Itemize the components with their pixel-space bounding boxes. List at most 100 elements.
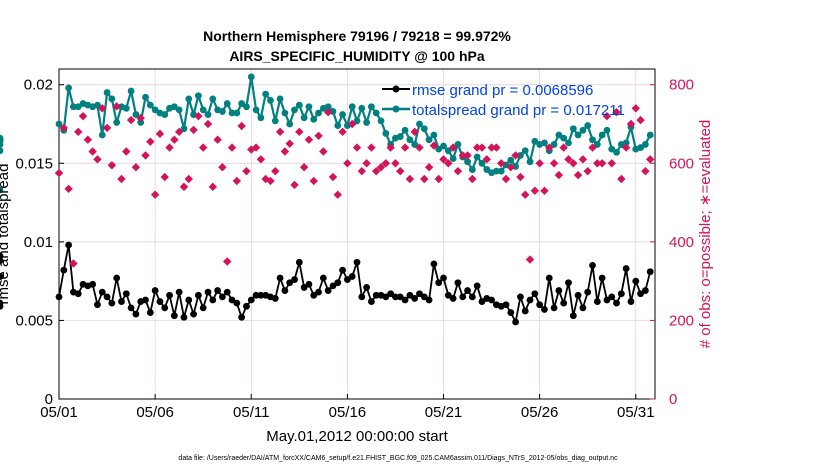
y-right-tick-label: 600 <box>669 155 694 172</box>
evaluated-obs-marker <box>420 174 429 184</box>
evaluated-obs-marker <box>535 159 544 168</box>
totalspread-point <box>74 103 82 111</box>
evaluated-obs-marker <box>146 137 155 146</box>
totalspread-point <box>440 142 447 150</box>
evaluated-obs-marker <box>573 170 583 180</box>
totalspread-point <box>132 111 140 118</box>
evaluated-obs-marker <box>323 108 333 117</box>
rmse-point <box>454 279 462 287</box>
evaluated-obs-marker <box>223 257 232 266</box>
legend-rmse-label: rmse grand pr = 0.0068596 <box>412 82 593 99</box>
totalspread-point <box>0 134 4 142</box>
totalspread-point <box>560 134 568 142</box>
evaluated-obs-marker <box>448 143 458 152</box>
rmse-point <box>411 295 419 302</box>
evaluated-obs-marker <box>242 166 251 176</box>
rmse-point <box>329 282 337 290</box>
y-right-tick-label: 800 <box>669 77 694 94</box>
y-right-tick-label: 0 <box>669 391 677 408</box>
evaluated-obs-marker <box>290 180 299 190</box>
evaluated-obs-marker <box>232 176 242 186</box>
evaluated-obs-marker <box>521 190 530 199</box>
totalspread-point <box>315 109 322 117</box>
chart-title-line-2: AIRS_SPECIFIC_HUMIDITY @ 100 hPa <box>229 48 485 64</box>
totalspread-point <box>613 148 620 156</box>
evaluated-obs-marker <box>194 111 203 121</box>
rmse-point <box>334 279 342 287</box>
evaluated-obs-marker <box>59 123 69 133</box>
rmse-point <box>291 276 298 283</box>
rmse-point <box>569 312 577 320</box>
evaluated-obs-marker <box>141 151 150 160</box>
rmse-point <box>156 298 164 305</box>
rmse-point <box>98 288 106 296</box>
evaluated-obs-marker <box>468 174 477 184</box>
rmse-point <box>617 290 625 298</box>
y-left-tick-label: 0.015 <box>15 155 53 172</box>
x-tick-label: 05/01 <box>40 404 78 421</box>
evaluated-obs-marker <box>645 155 655 164</box>
evaluated-obs-marker <box>295 127 304 137</box>
totalspread-point <box>170 103 178 111</box>
rmse-point <box>65 241 73 249</box>
chart-title-line-1: Northern Hemisphere 79196 / 79218 = 99.9… <box>203 28 511 44</box>
totalspread-point <box>478 159 486 167</box>
evaluated-obs-marker <box>88 147 97 156</box>
rmse-point <box>545 274 553 282</box>
evaluated-obs-marker <box>444 159 453 168</box>
rmse-point <box>339 266 346 274</box>
totalspread-point <box>127 87 135 95</box>
totalspread-point <box>574 131 582 139</box>
rmse-line <box>58 244 652 325</box>
evaluated-obs-marker <box>237 121 246 131</box>
rmse-point <box>613 299 620 307</box>
rmse-point <box>127 304 135 312</box>
rmse-point <box>435 279 443 287</box>
evaluated-obs-marker <box>482 155 491 164</box>
rmse-point <box>108 299 116 307</box>
evaluated-obs-marker <box>511 151 520 160</box>
evaluated-obs-marker <box>98 104 107 113</box>
evaluated-obs-marker <box>189 125 198 135</box>
rmse-point <box>281 287 289 294</box>
totalspread-point <box>94 101 101 109</box>
y-right-tick-label: 400 <box>669 234 694 251</box>
evaluated-obs-marker <box>122 147 131 156</box>
rmse-point <box>122 290 130 298</box>
totalspread-point <box>425 136 433 144</box>
totalspread-point <box>194 92 202 100</box>
rmse-point <box>348 273 356 280</box>
totalspread-point <box>517 152 524 159</box>
rmse-point <box>478 298 486 305</box>
evaluated-obs-marker <box>54 168 64 178</box>
totalspread-point <box>142 93 149 101</box>
evaluated-obs-marker <box>381 159 391 168</box>
evaluated-obs-marker <box>160 172 169 182</box>
rmse-point <box>401 296 409 304</box>
evaluated-obs-marker <box>597 159 607 168</box>
totalspread-point <box>483 166 491 173</box>
totalspread-point <box>339 111 346 118</box>
chart-title: Northern Hemisphere 79196 / 79218 = 99.9… <box>203 28 511 64</box>
rmse-point <box>214 287 222 294</box>
rmse-point <box>627 298 635 305</box>
totalspread-point <box>521 147 529 155</box>
totalspread-point <box>497 167 505 175</box>
evaluated-obs-marker <box>343 159 352 168</box>
y-right-tick-label: 200 <box>669 312 694 329</box>
evaluated-obs-marker <box>203 119 213 129</box>
totalspread-point <box>589 136 596 144</box>
evaluated-obs-marker <box>362 159 371 168</box>
evaluated-obs-marker <box>549 159 559 168</box>
evaluated-obs-marker <box>93 155 102 164</box>
data-series <box>0 73 655 326</box>
evaluated-obs-marker <box>328 172 338 182</box>
evaluated-obs-marker <box>492 143 501 152</box>
x-tick-label: 05/21 <box>425 404 463 421</box>
rmse-point <box>103 293 111 301</box>
rmse-point <box>464 287 471 294</box>
evaluated-obs-marker <box>593 159 602 168</box>
totalspread-point <box>603 126 611 134</box>
evaluated-obs-marker <box>304 135 314 144</box>
rmse-point <box>286 279 294 287</box>
